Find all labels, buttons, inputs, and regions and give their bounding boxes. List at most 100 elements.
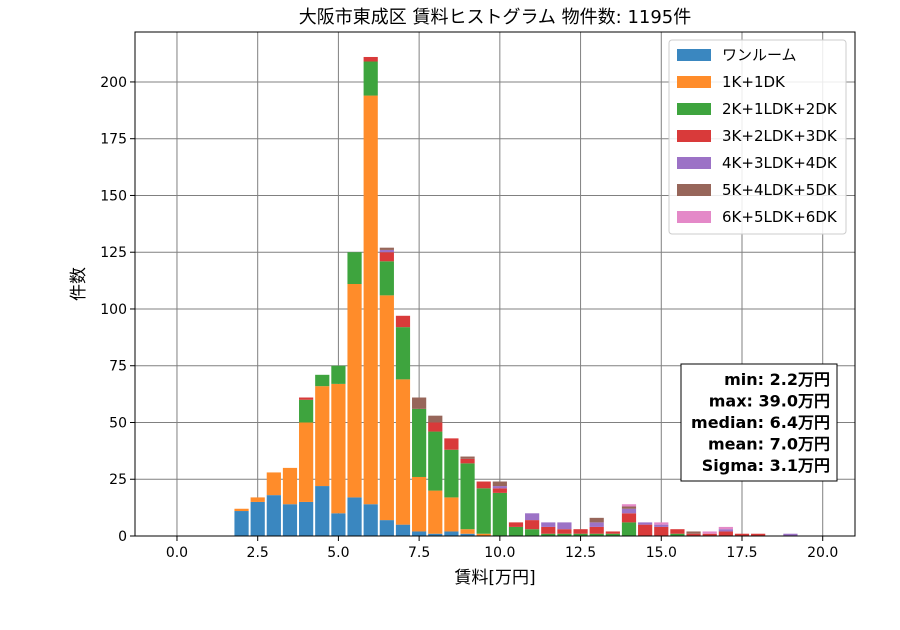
x-tick-label: 17.5 <box>726 545 757 561</box>
bar-segment <box>234 511 249 536</box>
bar-segment <box>282 467 298 505</box>
bar-segment <box>460 533 475 536</box>
x-tick-label: 10.0 <box>484 545 515 561</box>
x-tick-label: 0.0 <box>166 545 188 561</box>
bar-segment <box>718 526 733 530</box>
bar-segment <box>395 379 411 525</box>
bar-segment <box>347 497 362 536</box>
bar-segment <box>428 490 443 534</box>
y-tick-label: 50 <box>109 415 127 431</box>
bar-segment <box>428 422 443 432</box>
x-tick-label: 7.5 <box>408 545 430 561</box>
stats-line: Sigma: 3.1万円 <box>702 456 830 475</box>
bar-segment <box>379 247 394 250</box>
bar-segment <box>589 533 604 536</box>
legend-label: 3K+2LDK+3DK <box>722 127 838 145</box>
bar-segment <box>751 533 766 536</box>
bar-segment <box>492 481 507 487</box>
legend: ワンルーム 1K+1DK 2K+1LDK+2DK 3K+2LDK+3DK 4K+3LDK… <box>668 39 847 235</box>
legend-swatch <box>677 130 711 142</box>
bar-segment <box>476 488 491 534</box>
bar-segment <box>638 522 653 525</box>
legend-swatch <box>677 184 711 196</box>
bar-segment <box>379 252 394 262</box>
x-tick-label: 15.0 <box>646 545 677 561</box>
legend-label: 2K+1LDK+2DK <box>722 100 838 118</box>
stats-line: mean: 7.0万円 <box>708 435 830 454</box>
bar-segment <box>379 520 394 536</box>
bar-segment <box>428 431 443 491</box>
bar-segment <box>541 533 556 536</box>
bar-segment <box>525 520 540 530</box>
bar-segment <box>347 252 362 284</box>
bar-segment <box>718 531 733 536</box>
bars <box>234 56 798 536</box>
bar-segment <box>266 472 281 496</box>
bar-segment <box>460 529 475 534</box>
bar-segment <box>508 522 524 527</box>
bar-segment <box>379 295 394 521</box>
x-axis-label: 賃料[万円] <box>454 568 535 588</box>
bar-segment <box>573 529 588 534</box>
bar-segment <box>363 95 378 505</box>
bar-segment <box>621 513 637 523</box>
legend-swatch <box>677 157 711 169</box>
bar-segment <box>573 533 588 536</box>
bar-segment <box>557 522 572 530</box>
legend-swatch <box>677 103 711 115</box>
bar-segment <box>654 522 669 525</box>
bar-segment <box>331 383 346 514</box>
bar-segment <box>428 415 443 423</box>
bar-segment <box>605 533 620 536</box>
bar-segment <box>541 522 556 527</box>
bar-segment <box>412 531 427 536</box>
bar-segment <box>492 492 507 536</box>
bar-segment <box>492 488 507 493</box>
bar-segment <box>686 531 701 534</box>
bar-segment <box>589 522 604 527</box>
bar-segment <box>557 529 572 534</box>
bar-segment <box>702 531 717 534</box>
bar-segment <box>412 397 427 409</box>
bar-segment <box>347 284 362 498</box>
bar-segment <box>621 508 637 514</box>
legend-label: ワンルーム <box>722 46 797 64</box>
bar-segment <box>444 449 459 498</box>
bar-segment <box>670 529 685 534</box>
legend-label: 6K+5LDK+6DK <box>722 208 838 226</box>
bar-segment <box>412 476 427 532</box>
bar-segment <box>734 533 750 536</box>
bar-segment <box>428 533 443 536</box>
bar-segment <box>525 529 540 536</box>
bar-segment <box>250 501 265 536</box>
bar-segment <box>266 495 281 536</box>
bar-segment <box>363 504 378 536</box>
bar-segment <box>444 531 459 536</box>
stats-line: max: 39.0万円 <box>709 392 830 411</box>
bar-segment <box>654 526 669 536</box>
stats-line: median: 6.4万円 <box>691 413 830 432</box>
plot-frame <box>134 31 856 537</box>
bar-segment <box>395 327 411 380</box>
legend-label: 1K+1DK <box>722 73 786 91</box>
bar-segment <box>444 438 459 450</box>
y-tick-label: 75 <box>109 359 127 375</box>
stats-frame <box>680 363 838 482</box>
bar-segment <box>621 506 637 509</box>
x-tick-label: 5.0 <box>327 545 349 561</box>
bar-segment <box>605 531 620 534</box>
bar-segment <box>638 524 653 536</box>
bar-segment <box>282 504 298 536</box>
y-tick-label: 125 <box>100 245 127 261</box>
bar-segment <box>460 456 475 459</box>
bar-segment <box>525 513 540 521</box>
legend-label: 5K+4LDK+5DK <box>722 181 838 199</box>
x-tick-label: 20.0 <box>807 545 838 561</box>
bar-segment <box>476 481 491 489</box>
bar-segment <box>331 365 346 384</box>
y-tick-label: 175 <box>100 132 127 148</box>
bar-segment <box>315 374 330 387</box>
y-tick-label: 100 <box>100 302 127 318</box>
x-tick-label: 12.5 <box>565 545 596 561</box>
